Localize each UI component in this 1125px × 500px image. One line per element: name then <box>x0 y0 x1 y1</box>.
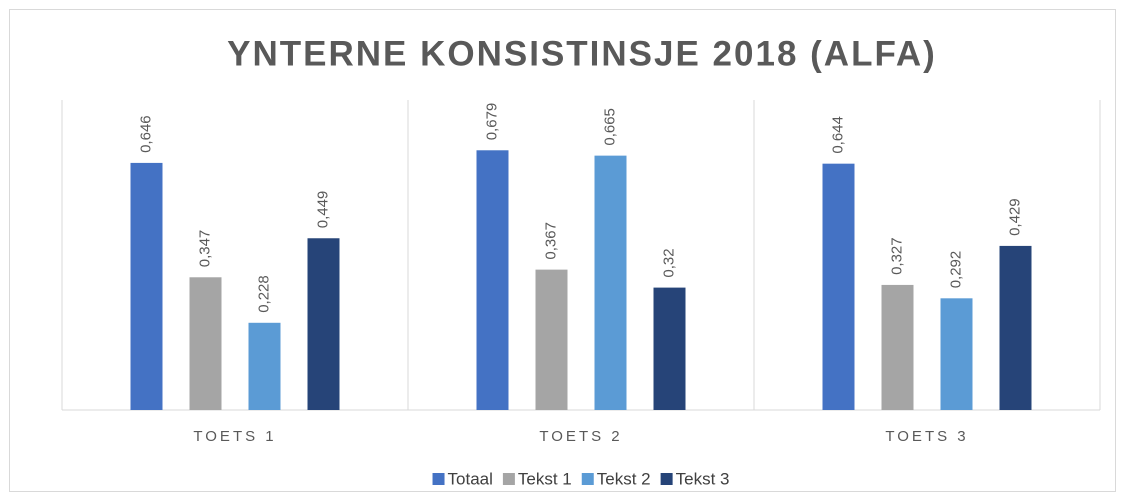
x-tick-label: TOETS 3 <box>885 428 968 445</box>
legend-label: Tekst 2 <box>597 469 651 488</box>
value-label: 0,292 <box>947 251 964 289</box>
bar <box>940 298 973 410</box>
legend-label: Tekst 3 <box>676 469 730 488</box>
legend-swatch <box>660 473 673 485</box>
chart-title: YNTERNE KONSISTINSJE 2018 (ALFA) <box>227 34 937 73</box>
bar <box>130 162 163 410</box>
value-label: 0,32 <box>660 248 677 277</box>
value-label: 0,449 <box>314 191 331 229</box>
value-label: 0,429 <box>1006 198 1023 236</box>
legend-swatch <box>432 473 445 485</box>
legend-label: Totaal <box>448 469 493 488</box>
x-tick-label: TOETS 1 <box>193 428 276 445</box>
bar <box>535 269 568 410</box>
value-label: 0,665 <box>601 108 618 146</box>
legend-swatch <box>502 473 515 485</box>
value-label: 0,644 <box>829 116 846 154</box>
chart-border <box>9 9 1116 492</box>
value-label: 0,367 <box>542 222 559 260</box>
bar <box>822 163 855 410</box>
value-label: 0,327 <box>888 237 905 275</box>
value-label: 0,646 <box>137 115 154 153</box>
legend-swatch <box>581 473 594 485</box>
bar <box>881 284 914 410</box>
bar <box>476 150 509 410</box>
bar <box>653 287 686 410</box>
bar <box>248 322 281 410</box>
legend-label: Tekst 1 <box>518 469 572 488</box>
x-tick-label: TOETS 2 <box>539 428 622 445</box>
value-label: 0,347 <box>196 230 213 268</box>
value-label: 0,679 <box>483 103 500 141</box>
legend: Totaal Tekst 1 Tekst 2 Tekst 3 <box>432 469 730 488</box>
bar <box>999 245 1032 410</box>
bar <box>594 155 627 410</box>
bar <box>307 238 340 410</box>
bar <box>189 277 222 410</box>
value-label: 0,228 <box>255 275 272 313</box>
